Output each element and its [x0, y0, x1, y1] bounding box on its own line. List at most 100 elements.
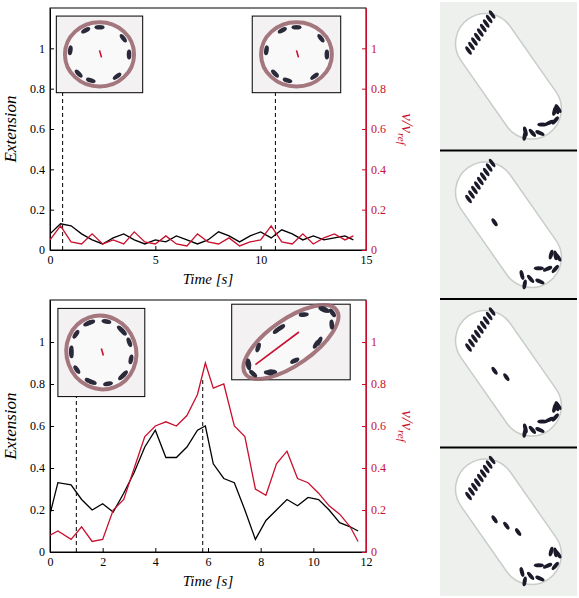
- tick-label: 10: [308, 555, 320, 569]
- inset-cell: [65, 22, 134, 86]
- particle: [490, 217, 498, 227]
- tick-mark: [50, 342, 54, 343]
- particle: [125, 337, 133, 348]
- tick-mark: [50, 384, 54, 385]
- tick: 0.2: [30, 203, 54, 217]
- figure: 05101500.20.40.60.8100.20.40.60.81Time […: [0, 0, 579, 598]
- inset: [56, 306, 147, 399]
- tick: 6: [206, 548, 212, 569]
- particle: [528, 425, 537, 435]
- tick: 0: [362, 243, 377, 257]
- tick-mark: [362, 250, 366, 251]
- tick-label: 8: [258, 555, 264, 569]
- particle: [95, 25, 105, 30]
- tick-label: 0.2: [30, 503, 45, 517]
- tick: 0.2: [362, 203, 386, 217]
- particle: [80, 26, 91, 35]
- particle: [534, 266, 544, 270]
- particle: [118, 326, 128, 336]
- tick-mark: [50, 129, 54, 130]
- inset-cell: [56, 306, 147, 399]
- axis-line: [51, 552, 367, 553]
- tick: 4: [153, 548, 159, 569]
- photo-cell: [444, 2, 573, 151]
- tick-mark: [261, 548, 262, 552]
- particle: [270, 68, 280, 78]
- particle: [299, 312, 309, 317]
- tick: 0: [362, 545, 377, 559]
- tick: 0.6: [30, 419, 54, 433]
- tick-label: 0.8: [371, 377, 386, 391]
- tick-mark: [155, 246, 156, 250]
- tick-label: 1: [39, 335, 45, 349]
- y-axis-title: Extension: [1, 95, 20, 163]
- tick-label: 0.4: [30, 163, 45, 177]
- particle: [551, 561, 560, 571]
- y2-axis-title-subscript: ref: [396, 133, 408, 147]
- tick-mark: [362, 129, 366, 130]
- y2-axis-title: v/vref: [396, 410, 417, 444]
- axis-line: [366, 301, 367, 553]
- tick-mark: [208, 548, 209, 552]
- particle: [289, 356, 300, 365]
- inset: [56, 16, 142, 93]
- particle: [537, 123, 547, 127]
- tick-label: 1: [371, 335, 377, 349]
- inset-frame: [56, 16, 142, 93]
- particle: [282, 77, 293, 84]
- particle: [551, 403, 557, 414]
- frame-divider: [440, 298, 577, 300]
- tick-label: 0.2: [371, 503, 386, 517]
- series-line: [50, 224, 353, 244]
- series-line: [50, 363, 358, 542]
- axis-line: [366, 9, 367, 251]
- plot-frame: [50, 8, 366, 250]
- particle: [325, 49, 330, 59]
- dashed-marker: [275, 93, 276, 250]
- cell-outline: [56, 306, 147, 399]
- tick: 5: [153, 246, 159, 267]
- axis: 051015: [48, 246, 373, 267]
- cell-outline: [261, 22, 332, 86]
- particle: [127, 49, 132, 59]
- y2-axis-title-main: v/v: [398, 410, 417, 430]
- cell-outline: [65, 22, 134, 86]
- tick-label: 0.6: [30, 419, 45, 433]
- tick-mark: [50, 169, 54, 170]
- tick: 0.8: [30, 82, 54, 96]
- tick-label: 6: [206, 555, 212, 569]
- particle: [117, 371, 127, 381]
- particle: [103, 381, 114, 387]
- tick-mark: [362, 552, 366, 553]
- tick-label: 0.4: [371, 163, 386, 177]
- y-axis-title: Extension: [1, 392, 20, 460]
- tick-mark: [155, 548, 156, 552]
- tick-label: 4: [153, 555, 159, 569]
- particle: [502, 521, 510, 531]
- particle: [312, 339, 321, 350]
- tick: 0.6: [30, 122, 54, 136]
- tick-label: 0: [39, 545, 45, 559]
- particle: [535, 426, 546, 434]
- velocity-arrow: [100, 50, 102, 57]
- axis: 00.20.40.60.81: [30, 301, 54, 560]
- particle: [329, 319, 334, 329]
- tick-label: 0.8: [30, 377, 45, 391]
- tick-label: 0.2: [371, 203, 386, 217]
- particle: [67, 45, 73, 56]
- tick-mark: [362, 384, 366, 385]
- particle: [69, 345, 74, 355]
- inset-cell: [261, 22, 332, 86]
- axis: 024681012: [48, 548, 373, 569]
- tick-label: 1: [371, 42, 377, 56]
- particle: [535, 575, 546, 583]
- axis: 00.20.40.60.81: [30, 9, 54, 258]
- particle: [263, 370, 274, 376]
- particle: [85, 77, 96, 84]
- photo-cell: [444, 447, 573, 596]
- particle: [71, 329, 80, 340]
- tick-mark: [50, 426, 54, 427]
- particle: [316, 33, 326, 44]
- dashed-marker: [62, 93, 63, 250]
- particle: [464, 342, 473, 352]
